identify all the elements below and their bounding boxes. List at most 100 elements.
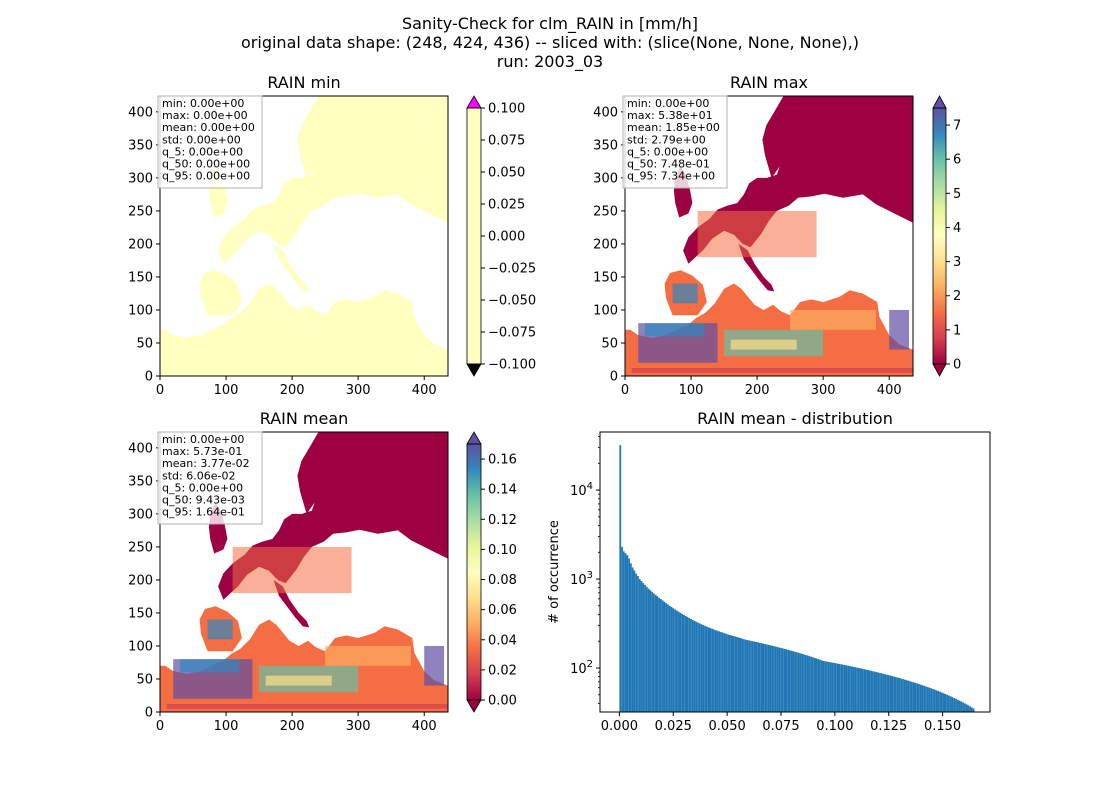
histogram-bar [857,667,860,712]
histogram-bar [940,692,943,712]
histogram-bar [755,641,758,712]
histogram-bar [670,606,673,712]
colorbar-tick-label: 4 [953,221,961,236]
histogram-bar [880,673,883,712]
colorbar-frame [932,107,947,365]
colorbar-tick-label: −0.050 [488,294,536,309]
histogram-bar [917,684,920,712]
histogram-bar [965,704,968,712]
histogram-bar [658,597,661,712]
histogram-bar [806,655,809,712]
histogram-bar [794,651,797,712]
histogram-bar [838,663,841,712]
map-texture [424,645,445,686]
y-tick-label: 50 [601,336,618,351]
histogram-bar [661,600,664,712]
y-tick-label: 350 [593,138,618,153]
histogram-bar [910,681,913,712]
map-texture [697,210,817,258]
colorbar-frame [466,443,482,701]
histogram-bar [753,641,756,712]
histogram-bar [960,701,963,712]
histogram-bar [736,637,738,712]
stats-line: min: 0.00e+00 [162,97,244,110]
histogram-bar [937,691,940,712]
histogram-bar [833,662,835,712]
histogram-bar [834,663,837,712]
histogram-bar [944,693,947,712]
histogram-bar [732,635,735,712]
histogram-bar [969,706,971,712]
histogram-bar [751,641,754,712]
histogram-bar [760,643,763,712]
histogram-bar [811,657,814,712]
histogram-bar [624,553,627,712]
x-tick-label: 200 [280,383,305,398]
y-tick-label: 300 [128,507,153,522]
histogram-bar [675,610,678,712]
figure-title: Sanity-Check for clm_RAIN in [mm/h]origi… [241,14,859,72]
histogram-bar [902,679,904,712]
x-tick-label: 0.150 [924,719,961,734]
histogram-bar [824,661,827,712]
stats-line: min: 0.00e+00 [162,433,244,446]
histogram-bar [896,677,899,712]
histogram-bar [854,667,857,712]
histogram-bar [734,636,737,712]
colorbar: 0.16 0.14 0.12 0.10 0.08 0.06 0.04 0.02 0.00 [466,431,517,713]
histogram-bar [718,631,721,712]
histogram-bar [820,660,823,712]
histogram-bar [656,596,659,712]
colorbar-tick-label: 7 [953,119,961,134]
histogram-bar [723,633,726,712]
y-tick-label: 250 [593,204,618,219]
colorbar-tick-label: 5 [953,187,961,202]
histogram-bar [829,662,832,712]
histogram-bar [942,693,945,712]
colorbar-tick-label: −0.100 [488,358,536,373]
land-region [199,270,242,316]
y-tick-base: 10 [570,484,587,499]
histogram-bar [912,682,915,712]
subplot-rain-mean-distribution: RAIN mean - distribution # of occurrence 0… [547,409,991,734]
histogram-bar [895,677,897,712]
histogram-bar [702,625,705,712]
histogram-bar [866,669,869,712]
histogram-bar [956,699,959,712]
map-texture [232,546,352,594]
stats-line: q_50: 9.43e-03 [162,494,245,507]
y-tick-label: 103 [570,570,593,588]
histogram-bar [626,555,629,712]
histogram-bar [843,665,846,712]
stats-line: std: 6.06e-02 [162,469,235,482]
map-texture [790,309,877,330]
histogram-bar [872,671,874,712]
histogram-bar [935,690,938,712]
histogram-bar [707,627,710,712]
histogram-bar [903,679,906,712]
stats-line: mean: 0.00e+00 [162,121,255,134]
y-tick-label: 102 [570,659,593,677]
colorbar-extend-bottom [466,363,482,377]
y-tick-label: 400 [593,105,618,120]
histogram-bar [652,593,655,712]
histogram-bar [651,591,653,712]
histogram-bar [962,702,964,712]
y-tick-label: 200 [128,237,153,252]
histogram-bar [709,628,712,712]
stats-line: q_95: 7.34e+00 [627,170,715,183]
x-tick-label: 300 [811,383,836,398]
histogram-bar [727,634,729,712]
stats-line: q_95: 0.00e+00 [162,170,250,183]
colorbar-tick-label: 0.10 [488,543,517,558]
histogram-bar [849,666,851,712]
histogram-bar [758,642,761,712]
figure-title-line: original data shape: (248, 424, 436) -- … [241,33,859,52]
histogram-bar [679,612,682,712]
histogram-bar [831,662,834,712]
x-tick-label: 200 [745,383,770,398]
histogram-bar [721,632,724,712]
y-tick-exp: 2 [587,659,593,670]
histogram-bar [909,681,911,712]
